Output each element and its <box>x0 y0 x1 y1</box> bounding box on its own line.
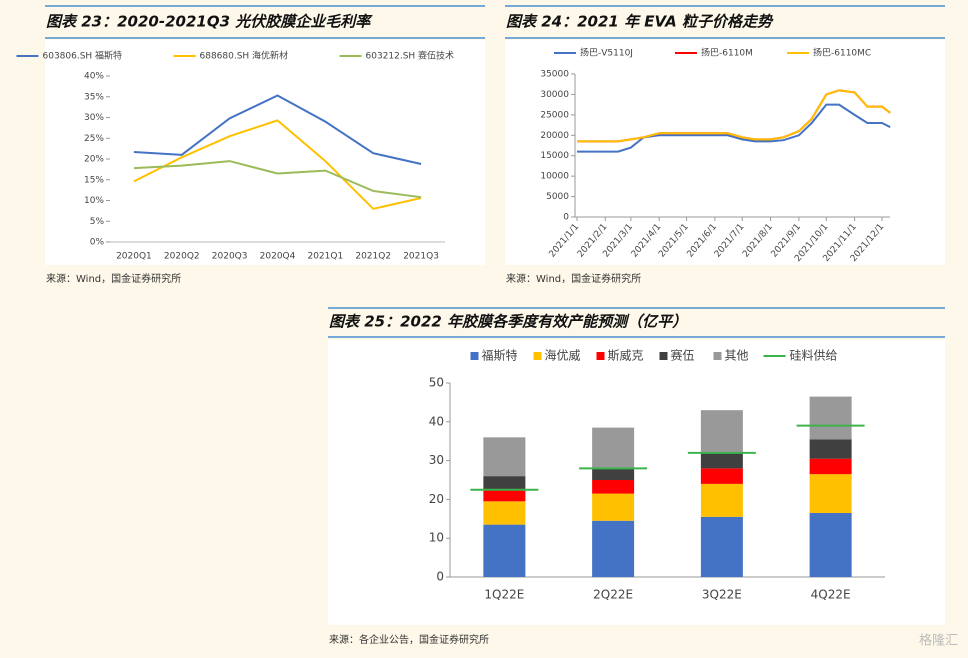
source: 来源：Wind，国金证券研究所 <box>46 272 181 285</box>
x-tick-label: 2020Q1 <box>116 252 152 262</box>
x-tick-label: 2020Q2 <box>164 252 200 262</box>
y-tick-label: 10 <box>429 531 444 545</box>
y-tick-label: 30 <box>429 453 444 467</box>
x-tick-label: 4Q22E <box>811 588 851 602</box>
y-tick-label: 10000 <box>540 172 569 182</box>
bar-segment <box>592 480 635 494</box>
y-tick-label: 30000 <box>540 90 569 100</box>
y-tick-label: 15% <box>84 175 104 185</box>
source: 来源：Wind，国金证券研究所 <box>506 272 641 285</box>
y-tick-label: 0% <box>90 238 105 248</box>
series-line <box>133 160 422 199</box>
x-tick-label: 1Q22E <box>484 588 524 602</box>
bar-segment <box>483 489 526 502</box>
legend-label: 603806.SH 福斯特 <box>43 50 123 62</box>
y-tick-label: 25% <box>84 134 104 144</box>
bar-segment <box>592 427 635 469</box>
legend-swatch <box>659 352 668 360</box>
source: 来源：各企业公告，国金证券研究所 <box>329 633 489 646</box>
y-tick-label: 35000 <box>540 70 569 80</box>
y-tick-label: 5% <box>90 217 105 227</box>
legend-label: 福斯特 <box>482 348 518 363</box>
bar-segment <box>700 468 743 484</box>
legend-swatch <box>533 352 542 360</box>
bar-segment <box>483 501 526 525</box>
x-tick-label: 2020Q4 <box>260 252 296 262</box>
bar-segment <box>700 483 743 517</box>
bar-segment <box>809 396 852 440</box>
bar-segment <box>592 520 635 577</box>
y-tick-label: 20% <box>84 155 104 165</box>
legend-label: 硅料供给 <box>790 349 838 363</box>
x-tick-label: 2021Q1 <box>307 252 343 262</box>
legend-swatch <box>470 352 479 360</box>
x-tick-label: 2021Q3 <box>403 252 439 262</box>
series-line <box>577 103 891 153</box>
bar-segment <box>700 516 743 577</box>
panel <box>328 340 945 625</box>
bar-segment <box>483 476 526 490</box>
x-tick-label: 2020Q3 <box>212 252 248 262</box>
x-tick-label: 2Q22E <box>593 588 633 602</box>
x-tick-label: 2021Q2 <box>355 252 391 262</box>
y-tick-label: 35% <box>84 92 104 102</box>
series-line <box>577 89 891 143</box>
y-tick-label: 20 <box>429 492 444 506</box>
bar-segment <box>700 452 743 469</box>
bar-segment <box>809 458 852 475</box>
y-tick-label: 30% <box>84 113 104 123</box>
chart-title: 图表 24：2021 年 EVA 粒子价格走势 <box>506 13 774 31</box>
y-tick-label: 20000 <box>540 131 569 141</box>
y-tick-label: 10% <box>84 196 104 206</box>
y-tick-label: 0 <box>436 570 444 584</box>
x-tick-label: 3Q22E <box>702 588 742 602</box>
legend-swatch <box>713 352 722 360</box>
y-tick-label: 0 <box>563 213 569 223</box>
panel <box>45 40 485 265</box>
y-tick-label: 5000 <box>546 192 569 202</box>
legend-swatch <box>596 352 605 360</box>
y-tick-label: 40 <box>429 414 444 428</box>
bar-segment <box>809 512 852 577</box>
rules <box>45 5 945 338</box>
legend-label: 扬巴-V5110J <box>580 47 633 59</box>
bar-segment <box>483 437 526 477</box>
y-tick-label: 50 <box>429 376 444 390</box>
bar-segment <box>483 524 526 577</box>
legend-label: 赛伍 <box>671 348 695 363</box>
bar-segment <box>809 474 852 513</box>
bar-segment <box>700 410 743 453</box>
series-line <box>133 94 422 165</box>
y-tick-label: 40% <box>84 72 104 82</box>
series-line <box>133 119 422 210</box>
legend-label: 斯威克 <box>608 349 644 363</box>
legend-label: 海优威 <box>545 348 581 363</box>
bar-segment <box>592 493 635 521</box>
chart-title: 图表 23：2020-2021Q3 光伏胶膜企业毛利率 <box>46 13 373 31</box>
chart-title: 图表 25：2022 年胶膜各季度有效产能预测（亿平） <box>329 313 687 331</box>
legend-label: 扬巴-6110M <box>701 47 753 59</box>
y-tick-label: 15000 <box>540 151 569 161</box>
legend-label: 其他 <box>725 349 749 363</box>
bar-segment <box>592 468 635 480</box>
watermark: 格隆汇 <box>919 633 958 649</box>
bar-segment <box>809 439 852 459</box>
legend-label: 扬巴-6110MC <box>813 47 871 59</box>
y-tick-label: 25000 <box>540 110 569 120</box>
legend-label: 688680.SH 海优新材 <box>200 50 289 62</box>
legend-label: 603212.SH 赛伍技术 <box>366 50 455 62</box>
